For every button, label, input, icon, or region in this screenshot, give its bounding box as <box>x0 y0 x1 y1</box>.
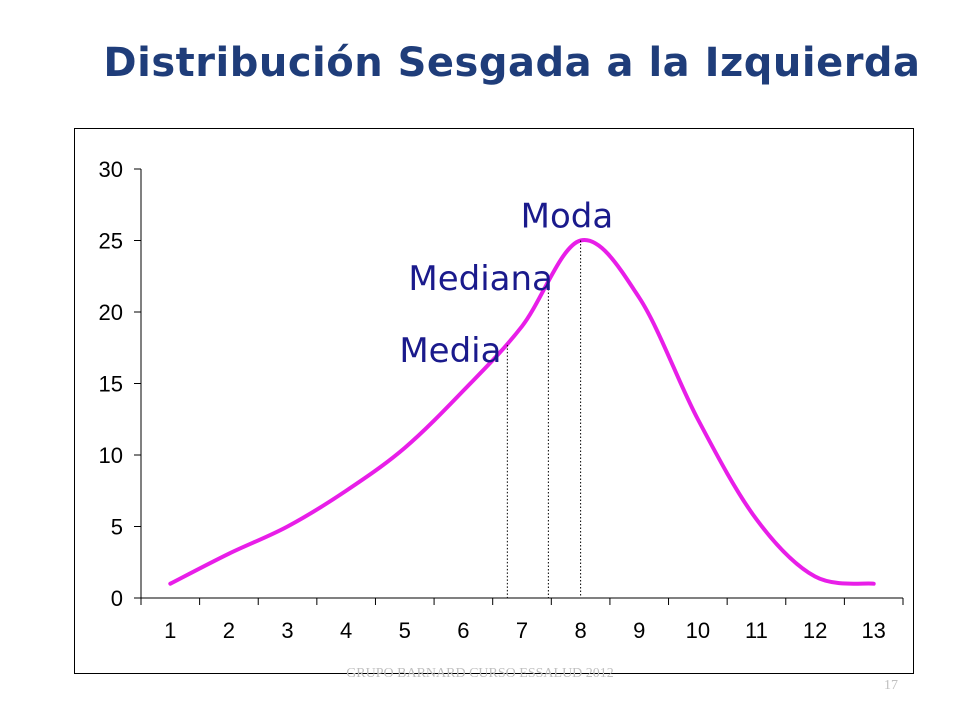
x-tick-label: 9 <box>633 618 645 643</box>
y-tick-label: 30 <box>99 157 123 182</box>
annotation-label-moda: Moda <box>521 197 614 237</box>
x-tick-label: 2 <box>223 618 235 643</box>
x-tick-label: 13 <box>861 618 885 643</box>
y-tick-label: 5 <box>111 515 123 540</box>
y-tick-label: 0 <box>111 586 123 611</box>
y-tick-label: 25 <box>99 229 123 254</box>
x-tick-label: 8 <box>574 618 586 643</box>
x-tick-label: 7 <box>516 618 528 643</box>
y-tick-label: 10 <box>99 443 123 468</box>
annotation-label-media: Media <box>399 331 501 371</box>
y-tick-label: 20 <box>99 300 123 325</box>
x-tick-label: 6 <box>457 618 469 643</box>
footer-text: GRUPO BARNARD CURSO ESSALUD 2012 <box>346 666 614 681</box>
x-tick-label: 1 <box>164 618 176 643</box>
page-number: 17 <box>884 678 898 693</box>
x-tick-label: 11 <box>745 618 768 643</box>
annotation-label-mediana: Mediana <box>408 259 553 299</box>
x-tick-label: 12 <box>803 618 827 643</box>
y-tick-label: 15 <box>99 372 123 397</box>
x-tick-label: 4 <box>340 618 352 643</box>
x-tick-label: 10 <box>686 618 710 643</box>
chart-frame: 0 5 10 15 20 25 30 1 2 3 4 5 6 7 8 9 10 11 12 13 Moda Mediana… <box>74 128 914 674</box>
slide-title: Distribución Sesgada a la Izquierda <box>103 40 921 86</box>
x-tick-label: 3 <box>281 618 293 643</box>
series-line <box>168 238 876 586</box>
x-tick-label: 5 <box>399 618 411 643</box>
